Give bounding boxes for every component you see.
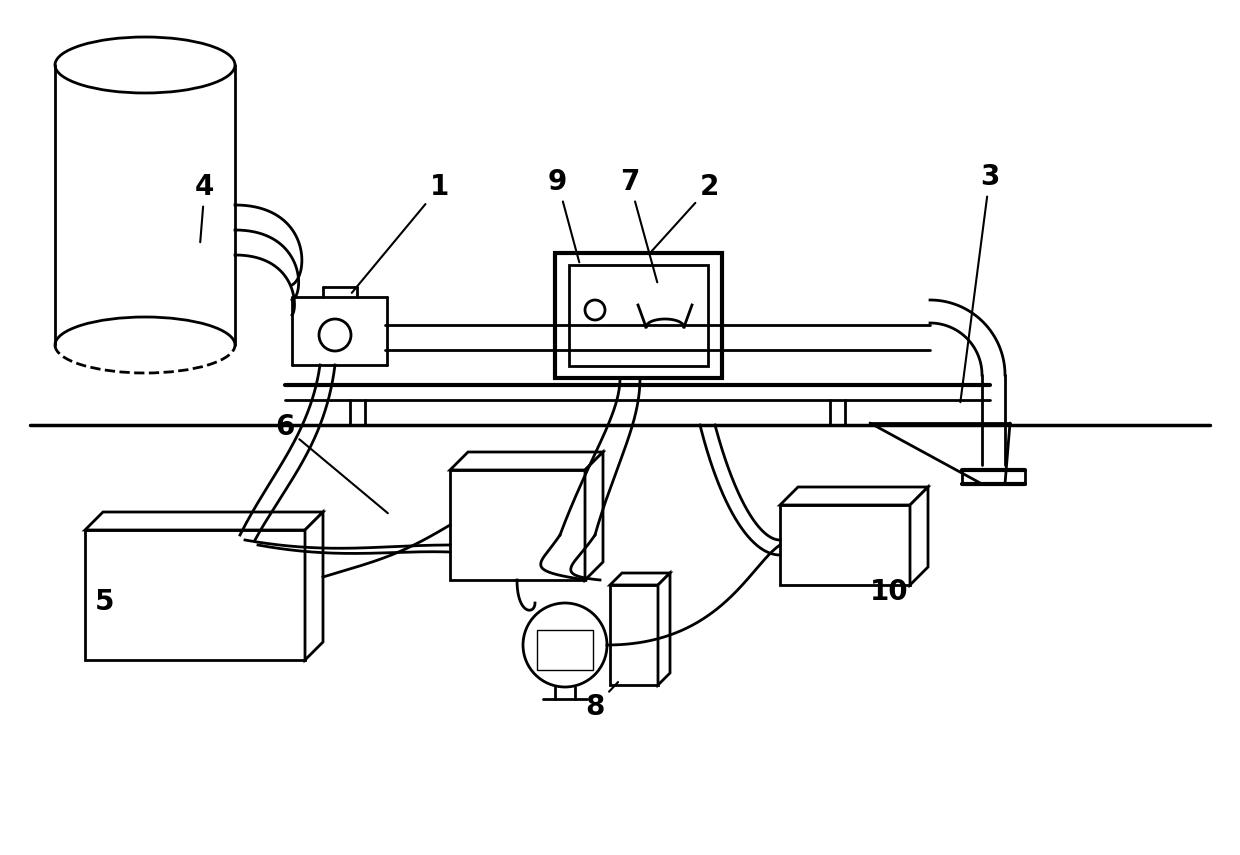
Bar: [556, 253, 722, 378]
Text: 8: 8: [585, 682, 618, 721]
Text: 7: 7: [620, 168, 657, 282]
Text: 4: 4: [195, 173, 215, 242]
Bar: [537, 630, 593, 670]
Polygon shape: [450, 452, 603, 470]
Polygon shape: [610, 573, 670, 585]
Text: 5: 5: [95, 588, 114, 616]
Text: 6: 6: [275, 413, 388, 513]
Text: 2: 2: [652, 173, 719, 251]
Text: 3: 3: [960, 163, 999, 402]
Polygon shape: [780, 487, 928, 505]
Polygon shape: [305, 512, 322, 660]
Bar: [780, 505, 910, 585]
Text: 10: 10: [870, 578, 909, 606]
Text: 1: 1: [352, 173, 449, 293]
Polygon shape: [86, 512, 322, 530]
Polygon shape: [658, 573, 670, 685]
Bar: [569, 265, 708, 366]
Polygon shape: [910, 487, 928, 585]
Text: 9: 9: [548, 168, 579, 262]
Bar: [610, 585, 658, 685]
Bar: [86, 530, 305, 660]
Bar: [450, 470, 585, 580]
Polygon shape: [585, 452, 603, 580]
